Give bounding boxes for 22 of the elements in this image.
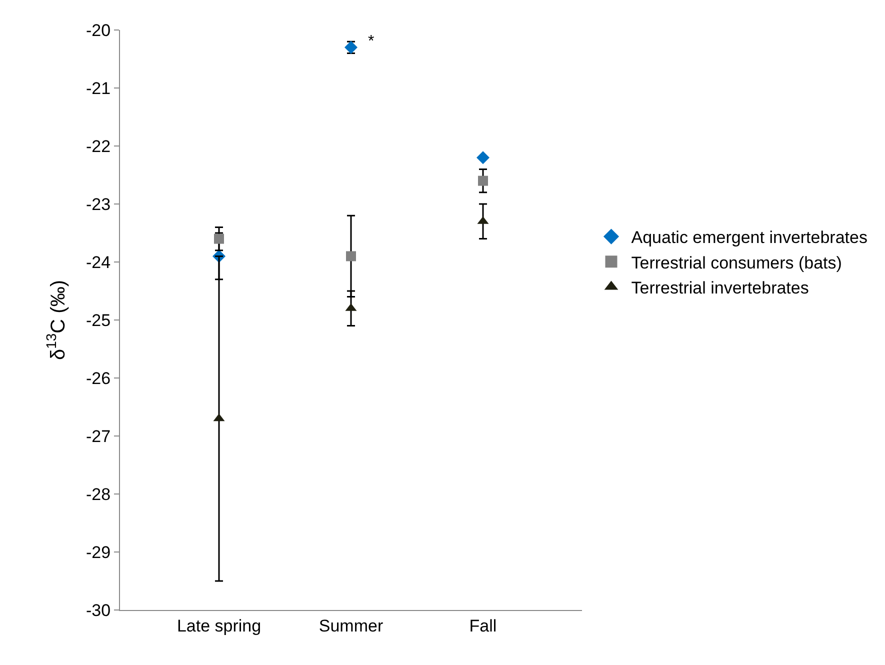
y-tick-label: -24	[86, 252, 111, 272]
legend-label: Terrestrial invertebrates	[631, 278, 809, 298]
point	[478, 176, 488, 186]
point	[346, 251, 356, 262]
x-tick-label: Summer	[318, 616, 384, 636]
x-tick-label: Late spring	[176, 616, 262, 636]
y-tick-label: -23	[86, 194, 111, 214]
y-tick-label: -30	[86, 600, 111, 620]
y-tick-label: -21	[86, 78, 111, 98]
legend-label: Terrestrial consumers (bats)	[631, 253, 842, 272]
legend-label: Aquatic emergent invertebrates	[631, 228, 868, 248]
y-tick-label: -22	[86, 136, 111, 156]
y-tick-label: -27	[86, 426, 111, 446]
y-tick-label: -26	[86, 368, 111, 388]
x-tick-label: Fall	[469, 616, 497, 636]
point	[214, 234, 224, 244]
y-tick-label: -28	[86, 484, 111, 504]
y-tick-label: -20	[86, 20, 111, 40]
y-tick-label: -29	[86, 542, 111, 562]
point	[476, 151, 490, 164]
annotation: *	[368, 33, 374, 50]
y-tick-label: -25	[86, 310, 111, 330]
